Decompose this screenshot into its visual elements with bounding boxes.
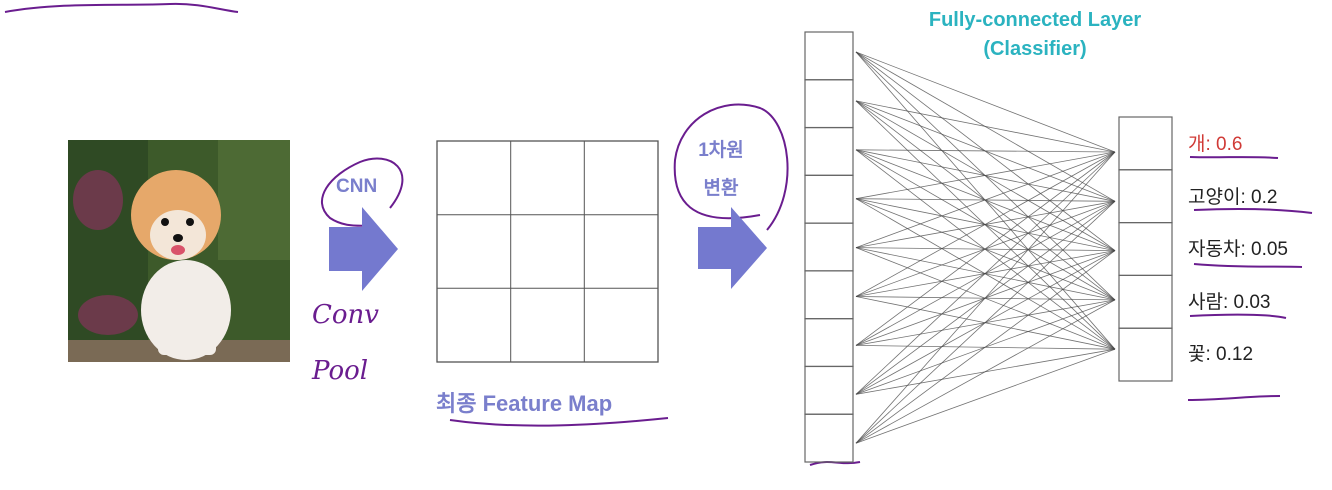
output-class-label: 고양이: 0.2 <box>1188 186 1278 208</box>
handwritten-pool: Pool <box>312 356 369 386</box>
output-class-label: 자동차: 0.05 <box>1188 239 1288 260</box>
feature-map-label: 최종 Feature Map <box>436 391 613 416</box>
cnn-label: CNN <box>336 176 378 197</box>
connection-line <box>855 348 1116 444</box>
output-class-label: 개: 0.6 <box>1188 134 1243 155</box>
flatten-node-cell <box>804 365 854 415</box>
connection-line <box>855 250 1116 444</box>
flatten-node-cell <box>804 222 854 272</box>
input-dog-image <box>68 140 290 362</box>
arrow-right-icon <box>329 207 398 291</box>
connection-line <box>855 151 1116 346</box>
flatten-node-cell <box>804 79 854 129</box>
output-class-label: 사람: 0.03 <box>1188 291 1271 313</box>
fc-title: Fully-connected Layer <box>928 9 1142 31</box>
connection-line <box>855 151 1116 200</box>
connection-line <box>855 299 1116 444</box>
output-node-cell <box>1118 327 1173 382</box>
fc-subtitle: (Classifier) <box>983 38 1087 60</box>
connection-line <box>855 151 1116 248</box>
flatten-node-cell <box>804 413 854 463</box>
output-node-cell <box>1118 169 1173 224</box>
arrow-right-icon <box>698 207 767 289</box>
flatten-label-line2: 변환 <box>703 178 739 199</box>
connection-line <box>855 100 1116 153</box>
output-node-cell <box>1118 222 1173 277</box>
flatten-node-cell <box>804 126 854 176</box>
output-node-cell <box>1118 116 1173 171</box>
flatten-node-cell <box>804 174 854 224</box>
connection-line <box>855 151 1116 395</box>
connection-line <box>855 151 1116 297</box>
connection-line <box>855 151 1116 444</box>
output-node-cell <box>1118 274 1173 329</box>
handwritten-conv: Conv <box>312 300 379 330</box>
connection-line <box>855 201 1116 444</box>
flatten-node-cell <box>804 318 854 368</box>
output-class-label: 꽃: 0.12 <box>1188 344 1254 365</box>
connection-line <box>855 149 1116 153</box>
flatten-node-cell <box>804 31 854 81</box>
connection-line <box>855 51 1116 153</box>
feature-map-grid <box>436 140 659 363</box>
flatten-node-cell <box>804 270 854 320</box>
flatten-label-line1: 1차원 <box>698 140 744 161</box>
